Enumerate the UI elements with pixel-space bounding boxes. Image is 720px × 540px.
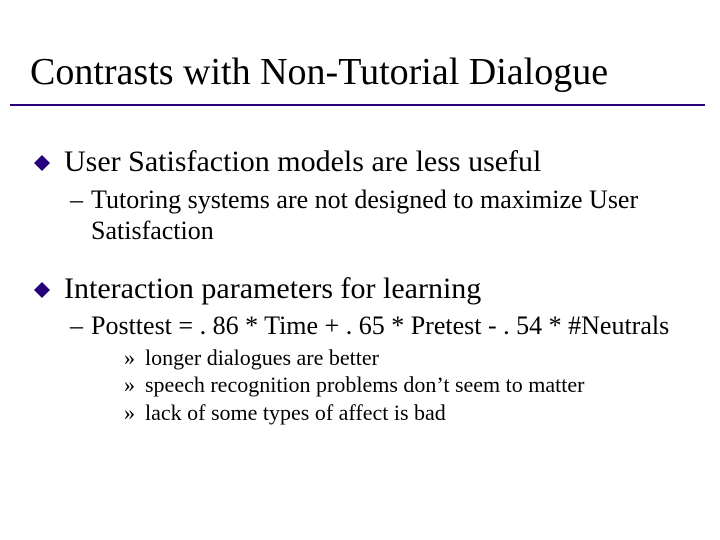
bullet-lvl1: Interaction parameters for learning <box>34 272 700 307</box>
slide: Contrasts with Non-Tutorial Dialogue Use… <box>0 0 720 540</box>
bullet-lvl2: – Posttest = . 86 * Time + . 65 * Pretes… <box>70 310 700 341</box>
raquo-bullet-icon: » <box>124 344 135 372</box>
diamond-bullet-icon <box>34 155 50 171</box>
title-underline <box>10 104 705 106</box>
diamond-bullet-icon <box>34 282 50 298</box>
bullet-text: Tutoring systems are not designed to max… <box>91 184 700 246</box>
bullet-lvl2: – Tutoring systems are not designed to m… <box>70 184 700 246</box>
bullet-lvl3: » longer dialogues are better <box>124 344 700 372</box>
dash-bullet-icon: – <box>70 184 83 215</box>
bullet-text: Posttest = . 86 * Time + . 65 * Pretest … <box>91 310 669 341</box>
raquo-bullet-icon: » <box>124 371 135 399</box>
bullet-lvl3: » lack of some types of affect is bad <box>124 399 700 427</box>
slide-body: User Satisfaction models are less useful… <box>34 145 700 426</box>
slide-title: Contrasts with Non-Tutorial Dialogue <box>30 50 700 94</box>
bullet-text: lack of some types of affect is bad <box>145 399 446 427</box>
bullet-text: longer dialogues are better <box>145 344 379 372</box>
raquo-bullet-icon: » <box>124 399 135 427</box>
bullet-text: User Satisfaction models are less useful <box>64 145 541 180</box>
bullet-text: speech recognition problems don’t seem t… <box>145 371 584 399</box>
bullet-lvl3: » speech recognition problems don’t seem… <box>124 371 700 399</box>
dash-bullet-icon: – <box>70 310 83 341</box>
bullet-lvl1: User Satisfaction models are less useful <box>34 145 700 180</box>
bullet-text: Interaction parameters for learning <box>64 272 481 307</box>
